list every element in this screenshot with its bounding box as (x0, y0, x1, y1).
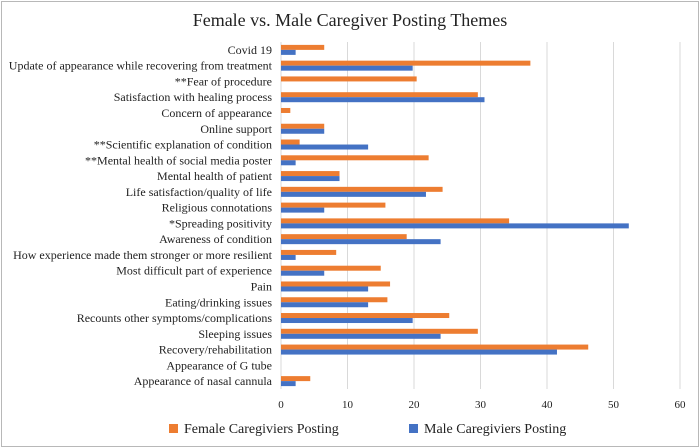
category-label: Mental health of patient (157, 169, 273, 183)
category-label: Concern of appearance (161, 106, 272, 120)
legend-swatch-female (169, 424, 178, 433)
legend: Female Caregiviers Posting Male Caregivie… (169, 422, 566, 437)
category-label: *Spreading positivity (169, 216, 272, 230)
female-bar (281, 107, 291, 113)
female-bar (281, 202, 386, 208)
chart-title: Female vs. Male Caregiver Posting Themes (192, 10, 508, 30)
legend-label-male: Male Caregiviers Posting (424, 422, 566, 437)
x-tick-label: 10 (342, 399, 354, 411)
female-bar (281, 92, 478, 98)
x-tick-label: 50 (608, 399, 620, 411)
male-bar (281, 254, 296, 260)
male-bar (281, 160, 296, 166)
female-bar (281, 297, 388, 303)
female-bar (281, 376, 311, 382)
male-bar (281, 239, 441, 245)
category-label: Most difficult part of experience (116, 264, 272, 278)
bars (281, 44, 629, 387)
x-tick-label: 30 (475, 399, 487, 411)
male-bar (281, 333, 441, 339)
female-bar (281, 60, 531, 66)
category-label: Appearance of nasal cannula (134, 374, 273, 388)
male-bar (281, 302, 369, 308)
category-label: **Scientific explanation of condition (94, 138, 272, 152)
x-tick-label: 60 (675, 399, 687, 411)
male-bar (281, 191, 426, 197)
male-bar (281, 270, 325, 276)
female-bar (281, 139, 300, 145)
category-label: Recounts other symptoms/complications (77, 311, 273, 325)
male-bar (281, 176, 340, 182)
female-bar (281, 234, 407, 240)
legend-swatch-male (409, 424, 418, 433)
male-bar (281, 286, 369, 292)
category-label: Life satisfaction/quality of life (126, 185, 272, 199)
female-bar (281, 265, 381, 271)
female-bar (281, 344, 589, 350)
female-bar (281, 249, 337, 255)
female-bar (281, 186, 443, 192)
female-bar (281, 44, 325, 50)
female-bar (281, 155, 429, 161)
category-label: Eating/drinking issues (165, 295, 272, 309)
female-bar (281, 313, 450, 319)
category-label: Recovery/rehabilitation (159, 343, 272, 357)
category-label: Satisfaction with healing process (114, 90, 273, 104)
male-bar (281, 144, 369, 150)
male-bar (281, 349, 557, 355)
male-bar (281, 65, 413, 71)
category-label: Religious connotations (162, 201, 273, 215)
x-tick-label: 40 (542, 399, 554, 411)
category-label: **Fear of procedure (175, 74, 272, 88)
female-bar (281, 171, 340, 177)
category-label: How experience made them stronger or mor… (13, 248, 273, 262)
male-bar (281, 318, 413, 324)
x-tick-label: 0 (278, 399, 284, 411)
category-label: Appearance of G tube (166, 358, 272, 372)
category-label: Pain (251, 279, 272, 293)
category-label: **Mental health of social media poster (85, 153, 272, 167)
male-bar (281, 128, 325, 134)
category-label: Awareness of condition (159, 232, 272, 246)
female-bar (281, 76, 417, 82)
category-label: Update of appearance while recovering fr… (9, 59, 273, 73)
x-tick-labels: 0 10 20 30 40 50 60 (278, 399, 686, 411)
legend-label-female: Female Caregiviers Posting (184, 422, 339, 437)
male-bar (281, 381, 296, 387)
category-label: Online support (200, 122, 272, 136)
category-label: Covid 19 (228, 43, 272, 57)
male-bar (281, 97, 485, 103)
female-bar (281, 328, 478, 334)
category-labels: Covid 19 Update of appearance while recov… (9, 43, 273, 388)
female-bar (281, 218, 510, 224)
male-bar (281, 49, 296, 55)
female-bar (281, 281, 391, 287)
category-label: Sleeping issues (198, 327, 272, 341)
female-bar (281, 123, 325, 129)
x-tick-label: 20 (409, 399, 421, 411)
male-bar (281, 223, 629, 229)
male-bar (281, 207, 325, 213)
